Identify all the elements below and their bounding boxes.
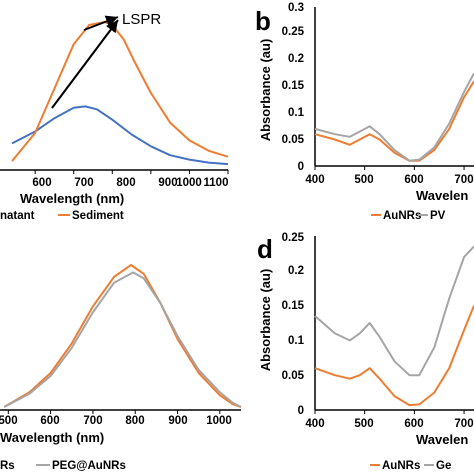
panel-d-tick-x-600: 600 [404, 418, 423, 430]
panel-a-series-line-2 [11, 21, 229, 162]
panel-a-annotation-lspr: LSPR [122, 11, 161, 28]
panel-c-tick-x-900: 900 [168, 415, 187, 427]
panel-c-series-line-1 [3, 264, 242, 408]
panel-a-tick-x-800: 800 [116, 177, 135, 189]
panel-b-series-line-2 [314, 72, 474, 162]
panel-d-tick-x-400: 400 [305, 418, 324, 430]
panel-d-y-axis-title: Absorbance (au) [258, 269, 273, 372]
panel-c-x-axis-title: Wavelength (nm) [0, 430, 104, 445]
panel-d-tick-y-0.15: 0.15 [282, 300, 305, 312]
panel-b-legend-aunrs: AuNRs [383, 210, 421, 222]
panel-b-tick-y-0: 0 [298, 161, 304, 173]
panel-a-legend-sediment: Sediment [72, 210, 124, 222]
panel-d-tick-y-0.05: 0.05 [282, 370, 305, 382]
panel-a-x-axis-title: Wavelength (nm) [20, 191, 124, 206]
panel-b-tick-x-600: 600 [404, 174, 423, 186]
panel-d-tick-x-500: 500 [354, 418, 373, 430]
panel-a-chart [0, 15, 229, 174]
panel-d-tick-y-0.2: 0.2 [288, 265, 304, 277]
panel-c-series-line-2 [3, 271, 242, 408]
panel-c-tick-x-800: 800 [125, 415, 144, 427]
panel-a-series-line-1 [11, 105, 229, 166]
panel-b-tick-y-0.25: 0.25 [282, 26, 305, 38]
panel-c-tick-x-500: 500 [0, 415, 18, 427]
panel-a-tick-x-1000: 1000 [176, 177, 202, 189]
panel-d-tick-y-0: 0 [298, 405, 304, 417]
panel-b-legend-pv: PV [430, 210, 446, 222]
panel-c-chart [0, 264, 242, 414]
panel-a-tick-x-700: 700 [74, 177, 93, 189]
panel-d-legend-aunrs: AuNRs [382, 460, 420, 472]
panel-b-tick-y-0.3: 0.3 [288, 2, 304, 14]
panel-b-series-line-1 [314, 80, 474, 162]
panel-a-annotation-arrow [83, 15, 119, 31]
panel-d-series-line-2 [314, 245, 474, 377]
panel-b-tick-x-400: 400 [305, 174, 324, 186]
panel-b-tick-y-0.05: 0.05 [282, 134, 305, 146]
panel-b-tick-x-500: 500 [354, 174, 373, 186]
panel-c-tick-x-700: 700 [83, 415, 102, 427]
panel-b-tick-y-0.1: 0.1 [288, 107, 305, 119]
panel-b-tick-x-700: 700 [454, 174, 473, 186]
panel-b-tick-y-0.15: 0.15 [282, 80, 305, 92]
panel-a-annotation-arrow [51, 19, 119, 109]
panel-d-chart [314, 236, 474, 414]
panel-d-tick-x-700: 700 [454, 418, 473, 430]
panel-d-legend-ge: Ge [436, 460, 451, 472]
panel-d-series-line-1 [314, 305, 474, 407]
panel-b-y-axis-title: Absorbance (au) [258, 39, 273, 142]
panel-c-tick-x-1000: 1000 [206, 415, 232, 427]
panel-b-chart [314, 7, 474, 170]
panel-a-tick-x-900: 900 [158, 177, 177, 189]
panel-d-letter: d [257, 234, 273, 264]
panel-c-tick-x-600: 600 [40, 415, 59, 427]
panel-b-x-axis-title: Wavelen [416, 188, 468, 203]
panel-a-tick-x-1100: 1100 [204, 177, 229, 189]
panel-b-letter: b [255, 6, 271, 36]
panel-c-legend-peg-aunrs: PEG@AuNRs [52, 460, 126, 472]
panel-d-tick-y-0.1: 0.1 [288, 335, 305, 347]
panel-d-tick-y-0.25: 0.25 [282, 232, 305, 244]
panel-a-legend-supernatant: natant [0, 210, 35, 222]
panel-b-tick-y-0.2: 0.2 [288, 53, 304, 65]
panel-a-tick-x-600: 600 [32, 177, 51, 189]
panel-d-x-axis-title: Wavelen [416, 432, 468, 447]
panel-c-legend-aunrs: Rs [0, 460, 15, 472]
